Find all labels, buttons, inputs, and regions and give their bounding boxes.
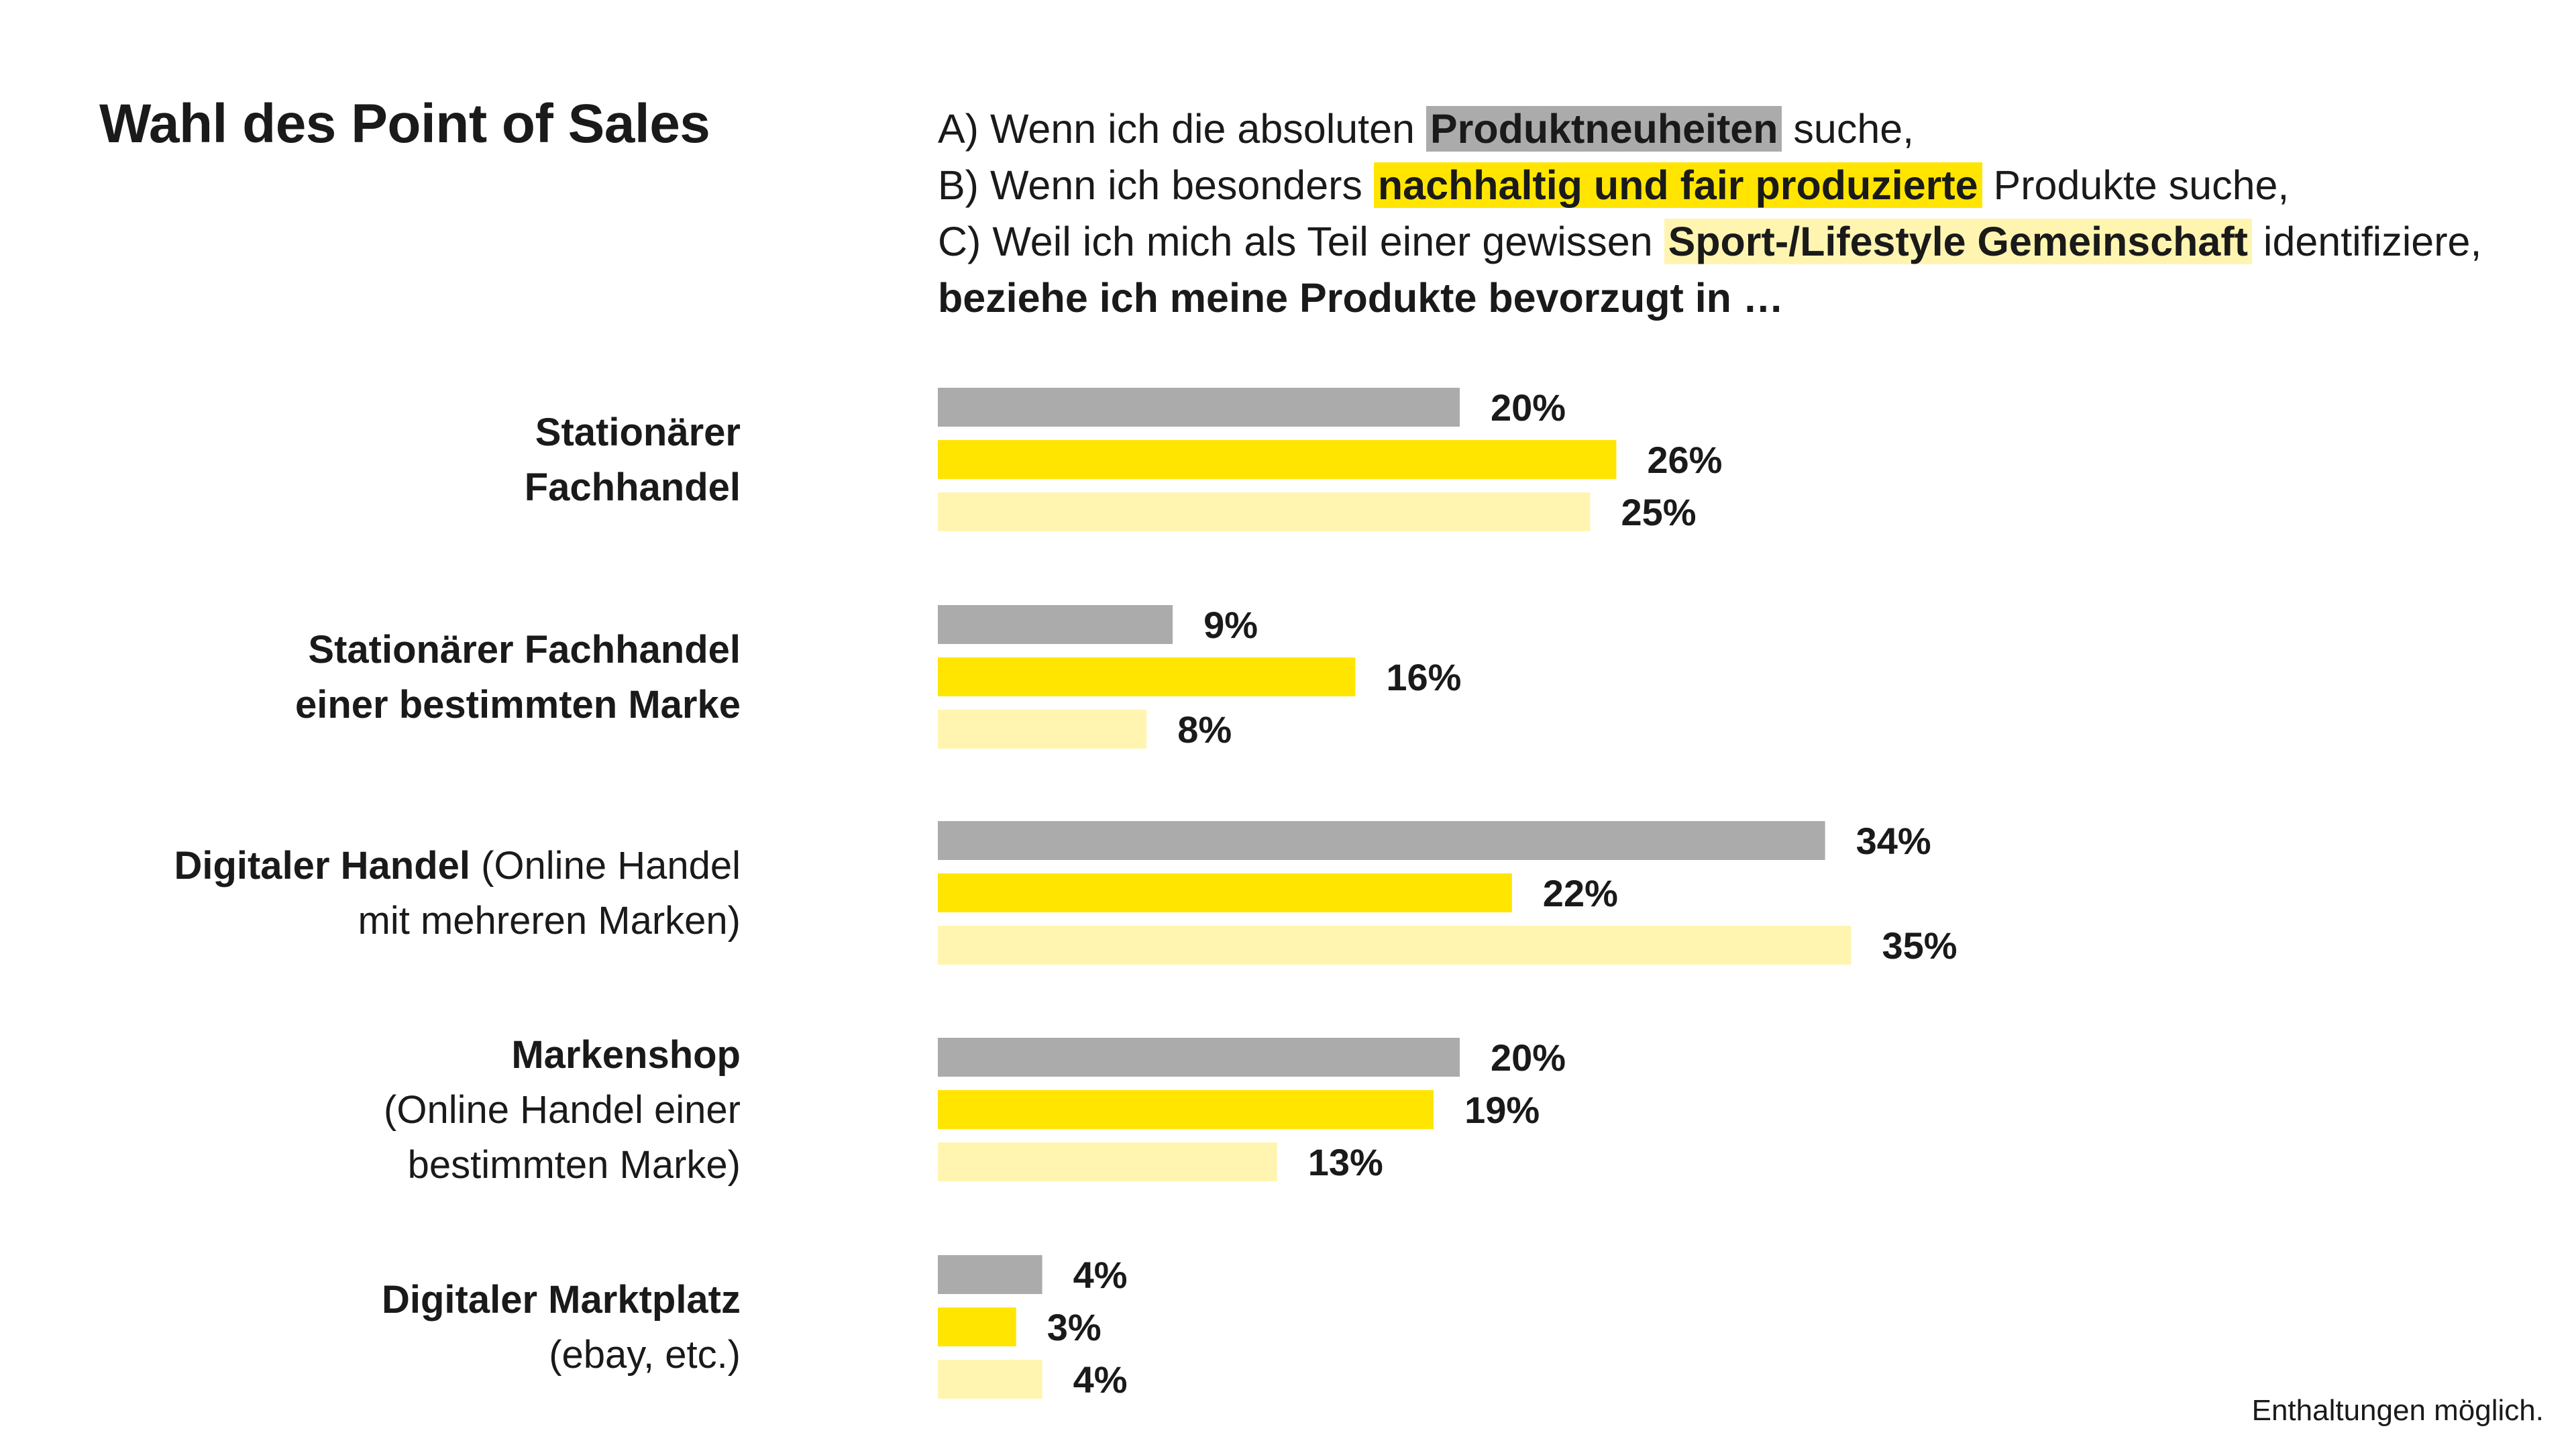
legend-a-suffix: suche, [1782,106,1915,152]
bar [938,657,1356,696]
bar [938,492,1591,531]
category-label-part: Stationärer [535,411,741,454]
bar [938,388,1460,427]
legend-a-highlight: Produktneuheiten [1426,106,1782,152]
legend-c-prefix: C) Weil ich mich als Teil einer gewissen [938,219,1664,264]
bar [938,1090,1434,1129]
category-label-part: Markenshop [511,1033,741,1077]
legend-c-suffix: identifiziere, [2251,219,2482,264]
bar [938,440,1617,479]
bar-value-label: 4% [1073,1358,1128,1401]
bar-value-label: 19% [1464,1089,1540,1131]
category-label-part: mit mehreren Marken) [358,899,741,943]
bar-value-label: 13% [1308,1141,1383,1183]
chart-title: Wahl des Point of Sales [99,93,710,154]
legend-b-prefix: B) Wenn ich besonders [938,162,1374,208]
bar [938,1360,1042,1399]
category-label-part: (Online Handel einer [384,1088,741,1132]
legend-c-highlight: Sport-/Lifestyle Gemeinschaft [1664,219,2252,264]
bar [938,873,1512,912]
bar-value-label: 3% [1047,1306,1102,1348]
bar [938,1038,1460,1077]
bar-value-label: 35% [1882,924,1957,967]
bar [938,1142,1277,1181]
category-label: Digitaler Handel (Online Handel mit mehre… [174,844,741,943]
bar [938,1255,1042,1294]
category-label-part: Digitaler Marktplatz [382,1278,741,1322]
bar-value-label: 34% [1856,820,1931,862]
category-label: Stationärer Fachhandel [525,411,741,509]
legend-b-suffix: Produkte suche, [1982,162,2290,208]
bar-value-label: 20% [1491,386,1566,429]
bar-value-label: 9% [1203,604,1258,646]
bar [938,710,1147,749]
footnote: Enthaltungen möglich. [2251,1394,2544,1427]
bar-value-label: 16% [1386,656,1461,698]
bar-value-label: 22% [1543,872,1618,914]
category-label: Markenshop (Online Handel einer bestimmten… [384,1033,741,1187]
category-label: Stationärer Fachhandel einer bestimmten M… [295,628,741,727]
legend-a-prefix: A) Wenn ich die absoluten [938,106,1426,152]
category-label-part: einer bestimmten Marke [295,683,741,727]
category-label-part: (ebay, etc.) [549,1333,741,1377]
bar-value-label: 25% [1621,491,1697,533]
category-label-part: (Online Handel [470,844,741,888]
legend-entry-a: A) Wenn ich die absoluten Produktneuheit… [938,101,2481,157]
series-legend: A) Wenn ich die absoluten Produktneuheit… [938,101,2481,326]
category-label-part: Digitaler Handel [174,844,470,888]
category-label-part: Fachhandel [525,466,741,509]
category-label: Digitaler Marktplatz (ebay, etc.) [382,1278,741,1377]
category-label-part: bestimmten Marke) [408,1143,741,1187]
legend-b-highlight: nachhaltig und fair produzierte [1373,162,1982,208]
bar [938,926,1851,965]
bar [938,821,1825,860]
bar-value-label: 4% [1073,1254,1128,1296]
bar-value-label: 26% [1647,439,1722,481]
bar [938,605,1173,644]
bar [938,1307,1016,1346]
category-label-part: Stationärer Fachhandel [308,628,741,672]
legend-entry-b: B) Wenn ich besonders nachhaltig und fai… [938,157,2481,213]
bar-value-label: 20% [1491,1036,1566,1079]
legend-lead-text: beziehe ich meine Produkte bevorzugt in … [938,275,1784,321]
legend-entry-c: C) Weil ich mich als Teil einer gewissen… [938,213,2481,270]
bar-value-label: 8% [1177,708,1232,751]
